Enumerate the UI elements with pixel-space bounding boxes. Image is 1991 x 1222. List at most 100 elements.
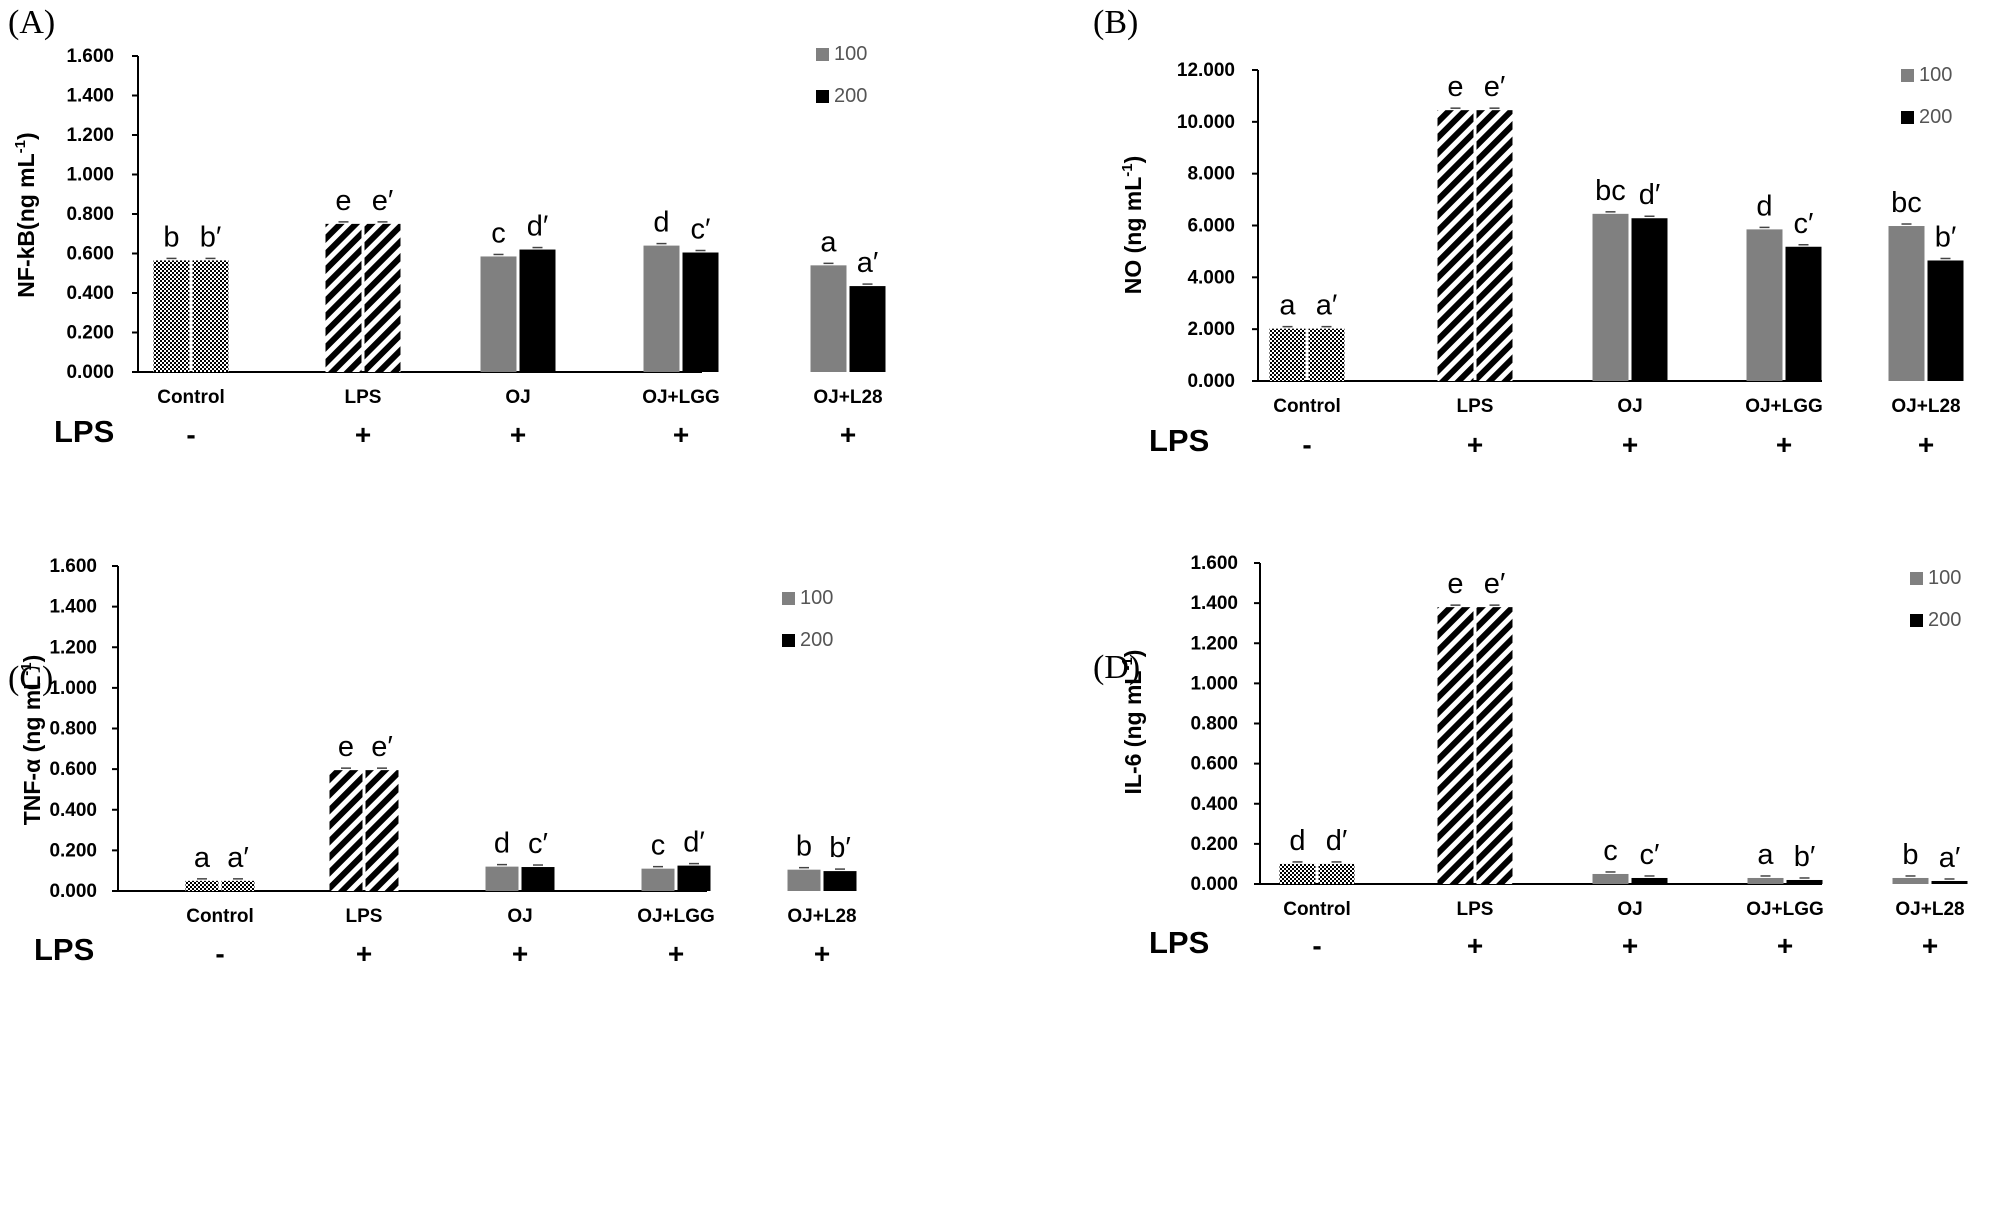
significance-letter: a [820,226,837,258]
significance-letter: b [796,831,812,863]
bar [480,256,517,372]
bar [365,770,399,891]
y-axis-label: NO (ng mL-1) [1119,156,1146,295]
legend-label: 100 [800,587,833,609]
lps-sign: + [1467,930,1483,961]
y-tick-label: 10.000 [1177,112,1235,133]
y-tick-label: 0.400 [66,283,114,304]
significance-letter: e′ [1484,568,1506,600]
y-tick-label: 0.000 [49,881,97,902]
panel-d: (D) 0.000 0.200 0.400 0.600 0.800 1.000 1.200 1.… [1093,553,1968,961]
bar [519,249,556,372]
y-axis-label: NF-kB(ng mL-1) [12,132,39,297]
x-tick-label: OJ+LGG [1746,899,1824,920]
bar [192,260,229,372]
panel-label: (A) [8,4,55,41]
bar [677,865,711,891]
y-tick-label: 0.800 [1190,714,1238,735]
significance-letter: e′ [1484,71,1506,103]
significance-letter: a′ [857,247,879,279]
x-tick-label: Control [1273,396,1341,417]
significance-letter: d [494,828,510,860]
bar [1631,218,1668,381]
lps-sign: + [1777,930,1793,961]
y-tick-label: 0.200 [66,323,114,344]
significance-letter: c′ [528,828,548,860]
bar [329,770,363,891]
significance-letter: bc [1595,175,1626,207]
y-axis-label-sup: -1 [12,140,29,153]
panel-label: (C) [8,660,53,697]
y-tick-label: 0.200 [1190,834,1238,855]
legend-label: 200 [834,85,867,107]
bar [1269,328,1306,381]
x-tick-label: LPS [1457,899,1494,920]
significance-letter: d [653,207,669,239]
y-axis-label-end: ) [13,132,39,140]
significance-letter: c [1603,835,1618,867]
y-tick-label: 1.000 [1190,673,1238,694]
bar [1437,110,1474,381]
significance-letter: e [335,185,351,217]
lps-sign: + [1467,429,1483,460]
y-tick-label: 1.600 [49,556,97,577]
significance-letter: bc [1891,187,1922,219]
y-axis-label-end: ) [1120,156,1146,164]
significance-letter: b′ [1794,841,1816,873]
bar [823,871,857,891]
bar [682,252,719,372]
bar [1318,863,1355,884]
bar [1747,877,1784,884]
bar [1786,879,1823,884]
bar [1927,260,1964,381]
legend-swatch [782,592,795,605]
bar [221,880,255,891]
lps-sign: + [668,938,684,969]
y-tick-label: 0.000 [1190,874,1238,895]
bar [485,866,519,891]
significance-letter: b′ [200,221,222,253]
y-tick-label: 1.600 [66,46,114,67]
x-tick-label: OJ [505,387,530,408]
lps-sign: + [1776,429,1792,460]
significance-letter: b′ [1935,221,1957,253]
y-tick-label: 0.800 [49,719,97,740]
significance-letter: c′ [1640,839,1660,871]
x-tick-label: Control [186,906,254,927]
y-axis-label-end: ) [1120,650,1146,658]
y-tick-label: 1.400 [49,597,97,618]
legend-label: 100 [834,43,867,65]
y-tick-label: 0.400 [1190,794,1238,815]
x-tick-label: LPS [345,387,382,408]
significance-letter: c [651,830,666,862]
bar [1308,328,1345,381]
y-axis-label: TNF-α (ng mL-1) [18,655,45,826]
bar [787,869,821,891]
significance-letter: a [1757,839,1774,871]
significance-letter: a′ [1316,290,1338,322]
y-tick-label: 1.200 [1190,633,1238,654]
x-tick-label: LPS [1457,396,1494,417]
significance-letter: d [1756,190,1772,222]
x-tick-label: OJ+LGG [642,387,720,408]
significance-letter: b′ [829,832,851,864]
panel-label: (B) [1093,4,1138,41]
lps-sign: + [512,938,528,969]
bar [1279,863,1316,884]
lps-row-label: LPS [34,932,94,967]
bar [185,880,219,891]
bar [1746,229,1783,381]
bar [1785,246,1822,381]
lps-row-label: LPS [54,414,114,449]
x-tick-label: OJ+L28 [1895,899,1964,920]
y-axis-label-sup: -1 [1119,163,1136,176]
legend-label: 100 [1919,64,1952,86]
panel-label: (D) [1093,649,1140,686]
y-tick-label: 0.200 [49,840,97,861]
y-tick-label: 6.000 [1187,216,1235,237]
y-axis-label-main: NF-kB(ng mL [13,153,39,297]
bar [1437,607,1474,884]
significance-letter: d′ [1639,179,1661,211]
y-tick-label: 8.000 [1187,164,1235,185]
legend-label: 100 [1928,567,1961,589]
